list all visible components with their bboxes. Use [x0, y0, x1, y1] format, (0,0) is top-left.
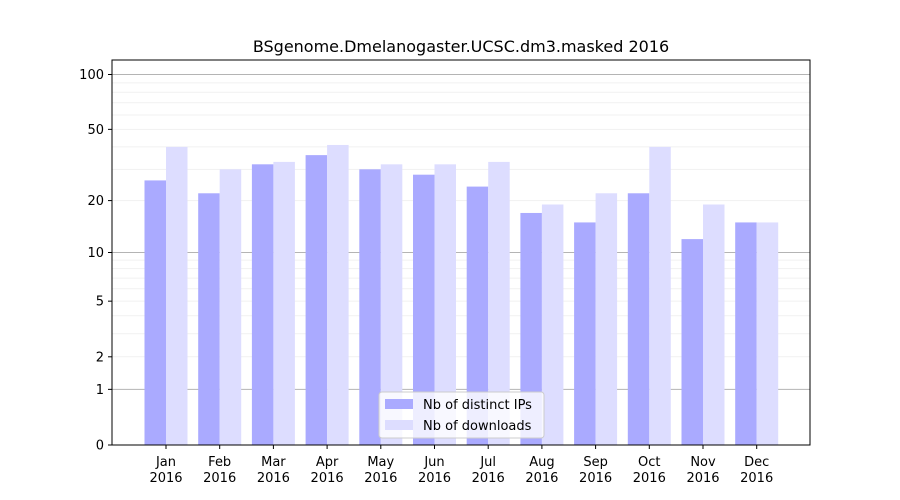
x-tick-label: Apr 2016: [311, 455, 344, 486]
legend-swatch: [385, 399, 413, 409]
bar-distinct-ips: [520, 212, 542, 445]
bar-distinct-ips: [251, 164, 274, 445]
bar-downloads: [166, 146, 188, 445]
x-tick-label: Mar 2016: [257, 455, 290, 486]
bar-downloads: [703, 204, 725, 445]
bar-distinct-ips: [735, 222, 757, 445]
y-tick-label: 20: [87, 194, 104, 209]
bar-distinct-ips: [413, 174, 435, 446]
bar-distinct-ips: [466, 186, 489, 445]
x-tick-label: Oct 2016: [633, 455, 666, 486]
legend: Nb of distinct IPs Nb of downloads: [378, 391, 545, 439]
bar-downloads: [380, 164, 403, 445]
y-tick-label: 0: [96, 439, 104, 454]
x-tick-label: May 2016: [364, 455, 397, 486]
legend-swatch: [385, 420, 413, 430]
x-tick-label: Sep 2016: [579, 455, 612, 486]
bar-distinct-ips: [305, 155, 328, 446]
y-axis-ticks: 0 1 2 5 10 20 50 100: [79, 68, 112, 454]
x-tick-label: Aug 2016: [525, 455, 558, 486]
legend-box: [378, 391, 545, 439]
legend-label: Nb of downloads: [423, 419, 532, 434]
y-tick-label: 2: [96, 350, 104, 365]
x-tick-label: Jul 2016: [472, 455, 505, 486]
bar-downloads: [756, 222, 779, 445]
x-tick-label: Nov 2016: [686, 455, 719, 486]
x-tick-label: Feb 2016: [203, 455, 236, 486]
y-tick-label: 5: [96, 295, 104, 310]
x-tick-label: Jun 2016: [418, 455, 451, 486]
bar-downloads: [649, 146, 671, 445]
legend-label: Nb of distinct IPs: [423, 398, 532, 413]
bar-downloads: [595, 193, 618, 445]
chart-title: BSgenome.Dmelanogaster.UCSC.dm3.masked 2…: [253, 37, 669, 56]
bar-downloads: [327, 144, 349, 445]
bar-downloads: [488, 161, 510, 445]
bar-distinct-ips: [681, 239, 703, 445]
y-tick-label: 50: [87, 123, 104, 138]
bar-distinct-ips: [198, 193, 220, 445]
x-tick-label: Dec 2016: [740, 455, 773, 486]
bars: [144, 144, 779, 446]
x-tick-label: Jan 2016: [149, 455, 182, 486]
bar-downloads: [541, 204, 564, 445]
bar-downloads: [273, 161, 295, 445]
bar-downloads: [434, 164, 456, 445]
y-tick-label: 10: [87, 246, 104, 261]
bar-distinct-ips: [144, 180, 166, 446]
y-tick-label: 100: [79, 68, 104, 83]
x-axis-ticks: Jan 2016 Feb 2016 Mar 2016 Apr 2016 May 2016 Jun 20…: [149, 445, 773, 486]
y-tick-label: 1: [96, 383, 104, 398]
bar-distinct-ips: [627, 193, 650, 445]
bar-distinct-ips: [359, 169, 381, 445]
bar-downloads: [219, 169, 242, 445]
bar-distinct-ips: [574, 222, 596, 445]
